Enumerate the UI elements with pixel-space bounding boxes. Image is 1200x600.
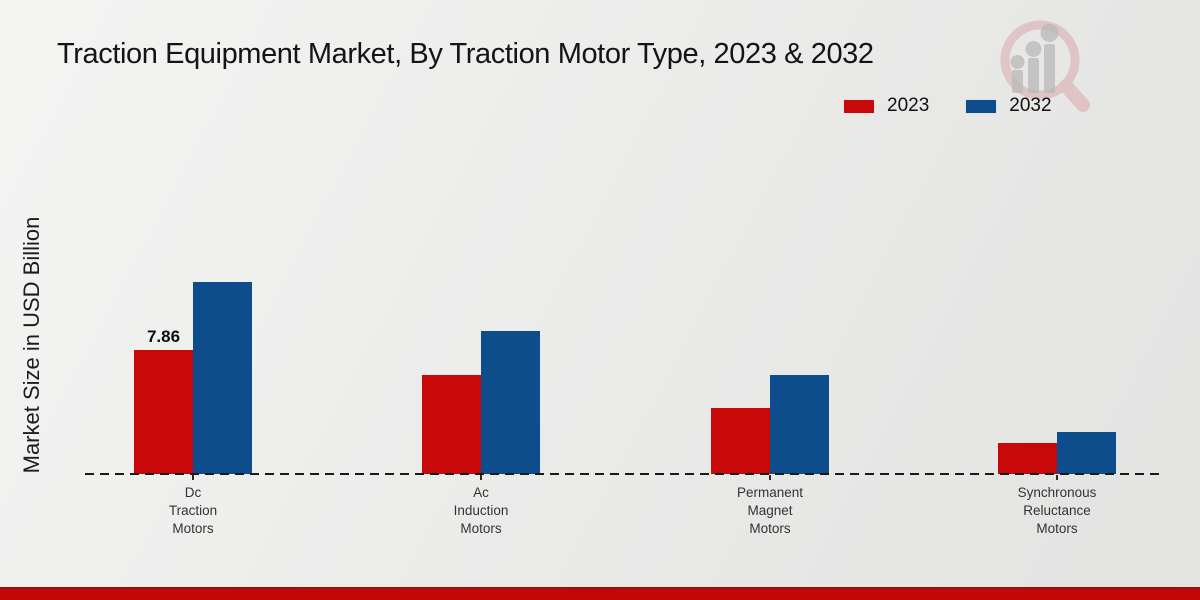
magnifier-bar-chart-logo-icon — [1000, 20, 1090, 112]
legend-label-2023: 2023 — [887, 95, 930, 116]
bar-value-label: 7.86 — [146, 327, 181, 346]
bar-2023-category-2 — [711, 408, 770, 474]
category-label-0: Dc Traction Motors — [168, 485, 218, 537]
legend-label-2032: 2032 — [1009, 95, 1052, 116]
category-label-1: Ac Induction Motors — [453, 485, 509, 537]
x-axis-tick — [480, 475, 482, 480]
category-label-3: Synchronous Reluctance Motors — [1017, 485, 1097, 537]
bar-2032-category-2 — [770, 375, 829, 474]
legend: 2023 2032 — [843, 95, 1052, 117]
chart-title: Traction Equipment Market, By Traction M… — [57, 38, 874, 70]
legend-swatch-2023 — [843, 98, 875, 114]
bar-2023-category-1 — [422, 375, 481, 474]
x-axis-tick — [1056, 475, 1058, 480]
bar-2023-category-0 — [134, 350, 193, 474]
bottom-accent-strip — [0, 587, 1200, 600]
legend-item-2023: 2023 — [843, 95, 929, 117]
bar-2032-category-3 — [1057, 432, 1116, 474]
legend-item-2032: 2032 — [965, 95, 1052, 117]
x-axis-tick — [192, 475, 194, 480]
category-label-2: Permanent Magnet Motors — [736, 485, 804, 537]
x-axis-tick — [769, 475, 771, 480]
legend-swatch-2032 — [965, 98, 998, 114]
bar-2032-category-0 — [193, 282, 252, 474]
bar-2023-category-3 — [998, 443, 1057, 474]
x-axis-baseline — [85, 473, 1165, 475]
bar-2032-category-1 — [481, 331, 540, 474]
